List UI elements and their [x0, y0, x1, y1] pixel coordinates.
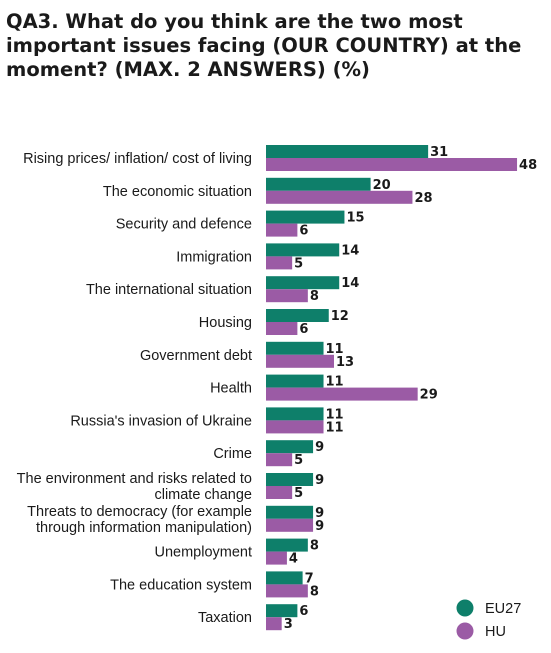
legend-label-eu27: EU27: [485, 601, 521, 617]
value-label-hu: 13: [336, 355, 354, 370]
category-label: Government debt: [140, 348, 252, 364]
bar-eu27: [266, 145, 429, 158]
bar-hu: [266, 289, 308, 303]
bar-eu27: [266, 407, 324, 421]
value-label-hu: 6: [299, 322, 308, 337]
bar-hu: [266, 584, 308, 598]
bar-hu: [266, 387, 418, 401]
value-label-eu27: 14: [341, 243, 359, 258]
legend-label-hu: HU: [485, 624, 506, 640]
bar-hu: [266, 453, 293, 467]
value-label-hu: 48: [519, 158, 537, 173]
bar-hu: [266, 256, 293, 270]
category-label: Rising prices/ inflation/ cost of living: [23, 151, 252, 167]
value-label-eu27: 11: [326, 375, 344, 390]
category-label: Immigration: [176, 249, 252, 265]
category-label: Russia's invasion of Ukraine: [70, 413, 252, 429]
bar-eu27: [266, 210, 345, 224]
value-label-eu27: 15: [346, 211, 364, 226]
bar-eu27: [266, 309, 329, 322]
category-label: Threats to democracy (for example through…: [27, 504, 252, 536]
bar-eu27: [266, 571, 303, 585]
category-labels: Rising prices/ inflation/ cost of living…: [17, 151, 252, 626]
category-label: The environment and risks related to clim…: [17, 471, 252, 503]
category-label: Crime: [213, 446, 252, 462]
bar-hu: [266, 518, 314, 532]
category-label: Health: [210, 381, 252, 397]
category-label: Security and defence: [116, 217, 252, 233]
category-label: The education system: [110, 577, 252, 593]
bar-eu27: [266, 276, 340, 290]
value-label-hu: 29: [420, 388, 438, 403]
bar-eu27: [266, 243, 340, 257]
value-label-eu27: 11: [326, 407, 344, 422]
value-label-hu: 4: [289, 552, 298, 567]
value-label-hu: 3: [284, 617, 293, 632]
bar-eu27: [266, 177, 371, 191]
bars: [266, 145, 518, 631]
bar-hu: [266, 223, 298, 237]
value-label-hu: 8: [310, 289, 319, 304]
bar-hu: [266, 158, 518, 171]
bar-hu: [266, 322, 298, 335]
bar-hu: [266, 486, 293, 499]
value-label-eu27: 9: [315, 440, 324, 455]
value-label-eu27: 9: [315, 506, 324, 521]
value-label-eu27: 11: [326, 342, 344, 357]
bar-hu: [266, 354, 334, 368]
value-label-hu: 5: [294, 256, 303, 271]
bar-eu27: [266, 538, 308, 552]
value-label-hu: 5: [294, 486, 303, 501]
value-label-eu27: 7: [305, 571, 314, 586]
value-label-eu27: 8: [310, 539, 319, 554]
value-label-hu: 9: [315, 519, 324, 534]
value-labels: 3148202815614514812611131129111195959984…: [284, 145, 537, 632]
value-label-eu27: 9: [315, 473, 324, 488]
value-label-hu: 5: [294, 453, 303, 468]
bar-eu27: [266, 604, 298, 618]
legend-swatch-hu: [456, 622, 474, 640]
bar-hu: [266, 420, 324, 434]
value-label-eu27: 31: [430, 145, 448, 160]
bar-eu27: [266, 440, 314, 454]
bar-eu27: [266, 505, 314, 519]
legend-swatch-eu27: [456, 599, 474, 617]
category-label: Taxation: [198, 610, 252, 626]
category-label: The international situation: [86, 282, 252, 298]
category-label: The economic situation: [103, 184, 252, 200]
bar-hu: [266, 617, 282, 631]
bar-hu: [266, 190, 413, 204]
legend: EU27 HU: [456, 599, 521, 640]
value-label-eu27: 6: [299, 604, 308, 619]
bar-eu27: [266, 374, 324, 388]
chart-title: QA3. What do you think are the two most …: [6, 10, 522, 81]
category-label: Housing: [199, 315, 252, 331]
value-label-hu: 11: [326, 420, 344, 435]
value-label-eu27: 14: [341, 276, 359, 291]
category-label: Unemployment: [154, 545, 252, 561]
bar-eu27: [266, 473, 314, 486]
bar-eu27: [266, 341, 324, 355]
bar-hu: [266, 551, 287, 565]
value-label-hu: 8: [310, 584, 319, 599]
value-label-eu27: 12: [331, 309, 349, 324]
value-label-eu27: 20: [373, 178, 391, 193]
value-label-hu: 28: [414, 191, 432, 206]
value-label-hu: 6: [299, 224, 308, 239]
